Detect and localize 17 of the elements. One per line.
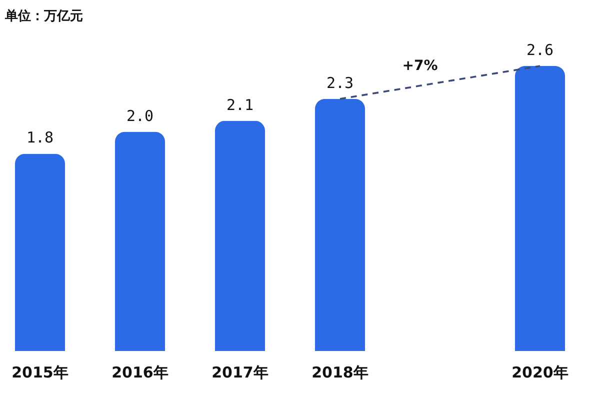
data-label: 2.1 [226, 96, 254, 114]
x-tick-label: 2018年 [312, 364, 368, 382]
x-tick-label: 2015年 [12, 364, 68, 382]
bar [115, 132, 165, 351]
bar [515, 66, 565, 351]
x-tick-label: 2017年 [212, 364, 268, 382]
data-label: 1.8 [26, 128, 54, 147]
bar [315, 98, 365, 351]
chart-subtitle: 单位：万亿元 [4, 8, 83, 24]
data-label: 2.0 [126, 106, 154, 125]
data-label: 2.6 [526, 41, 554, 59]
data-label: 2.3 [326, 74, 354, 92]
bar [215, 120, 265, 351]
bar [15, 154, 65, 351]
x-tick-label: 2020年 [512, 364, 568, 382]
x-tick-label: 2016年 [112, 364, 168, 382]
annotation: +7% [402, 58, 438, 74]
